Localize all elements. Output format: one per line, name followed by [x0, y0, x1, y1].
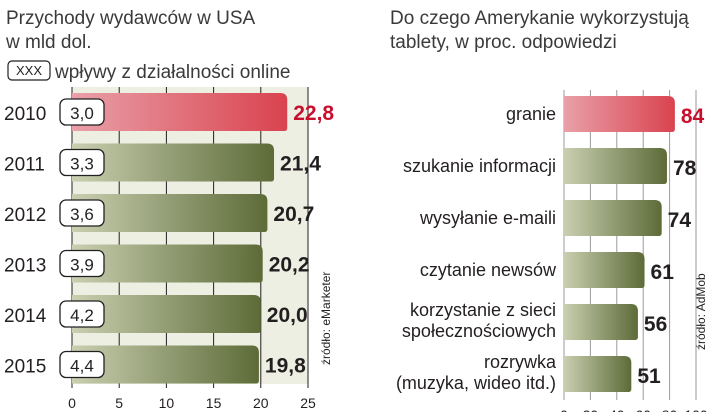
left-tick-label: 15 [206, 395, 222, 411]
category-label: społecznościowych [402, 321, 556, 341]
year-label: 2012 [4, 205, 46, 226]
year-label: 2015 [4, 357, 46, 378]
legend-label: wpływy z działalności online [54, 62, 291, 83]
online-value-box [59, 199, 105, 227]
category-label: korzystanie z sieci [410, 300, 556, 320]
right-bar [564, 252, 645, 288]
right-value-label: 74 [668, 209, 692, 232]
right-tick-label: 80 [662, 407, 678, 412]
year-label: 2014 [4, 306, 47, 327]
online-value-label: 4,4 [70, 357, 94, 376]
left-bar [72, 244, 263, 283]
right-tick-label: 60 [635, 407, 651, 412]
year-label: 2013 [4, 256, 46, 277]
online-value-label: 3,6 [70, 205, 94, 224]
online-value-label: 4,2 [70, 306, 94, 325]
online-value-label: 3,0 [70, 104, 94, 123]
category-label: (muzyka, wideo itd.) [396, 373, 556, 393]
category-label: rozrywka [484, 352, 557, 372]
online-value-box [59, 98, 105, 126]
left-value-label: 20,0 [267, 304, 308, 327]
right-bar [564, 304, 638, 340]
left-bar [72, 295, 261, 333]
right-value-label: 56 [644, 313, 667, 336]
category-label: wysyłanie e-maili [419, 208, 556, 228]
legend-box-text: XXX [16, 63, 42, 78]
right-chart-subtitle: tablety, w proc. odpowiedzi [390, 32, 617, 53]
legend-box [7, 60, 51, 81]
online-value-box [59, 148, 105, 177]
online-value-label: 3,3 [70, 155, 94, 174]
online-value-box [59, 300, 105, 328]
right-bar [564, 356, 632, 392]
left-bar [72, 345, 259, 384]
left-tick-label: 5 [115, 395, 123, 411]
right-value-label: 78 [673, 157, 697, 180]
online-value-box [59, 249, 105, 278]
left-tick-label: 0 [68, 395, 76, 411]
year-label: 2011 [4, 155, 45, 176]
left-value-label: 19,8 [265, 355, 306, 378]
left-tick-label: 20 [253, 395, 269, 411]
left-bar [72, 194, 268, 232]
left-chart-source: źródło: eMarketer [319, 272, 333, 365]
right-bar [564, 200, 662, 236]
left-value-label: 20,7 [273, 203, 314, 226]
right-bar [564, 96, 675, 132]
category-label: czytanie newsów [420, 260, 557, 280]
left-value-label: 22,8 [293, 102, 334, 125]
right-chart-source: źródło: AdMob [694, 273, 708, 350]
right-tick-label: 0 [560, 407, 568, 412]
right-value-label: 51 [637, 365, 661, 388]
left-bar [72, 93, 288, 131]
right-tick-label: 40 [609, 407, 625, 412]
right-chart: 0 20 40 60 80 100 granie 84 szukanie informacji 7… [396, 90, 708, 412]
right-chart-title: Do czego Amerykanie wykorzystują [390, 8, 689, 29]
right-value-label: 61 [651, 261, 675, 284]
left-chart-title: Przychody wydawców w USA [6, 8, 256, 29]
left-chart-subtitle: w mld dol. [5, 32, 92, 53]
category-label: granie [506, 104, 556, 124]
right-tick-label: 20 [583, 407, 599, 412]
left-tick-label: 25 [300, 395, 316, 411]
category-label: szukanie informacji [403, 156, 556, 176]
year-label: 2010 [4, 104, 46, 125]
left-plot-background [72, 87, 308, 384]
right-bar [564, 148, 667, 184]
left-chart: 0 5 10 15 20 25 3,0 2010 22,8 3,3 2011 21,4 3,6 2012 2… [4, 87, 334, 411]
left-legend: XXX wpływy z działalności online [7, 60, 291, 83]
right-tick-label: 100 [684, 407, 708, 412]
left-bar [72, 143, 275, 182]
left-value-label: 20,2 [269, 254, 310, 277]
left-tick-label: 10 [159, 395, 175, 411]
right-value-label: 84 [681, 105, 705, 128]
online-value-box [59, 350, 105, 379]
online-value-label: 3,9 [70, 256, 94, 275]
left-value-label: 21,4 [280, 153, 321, 176]
